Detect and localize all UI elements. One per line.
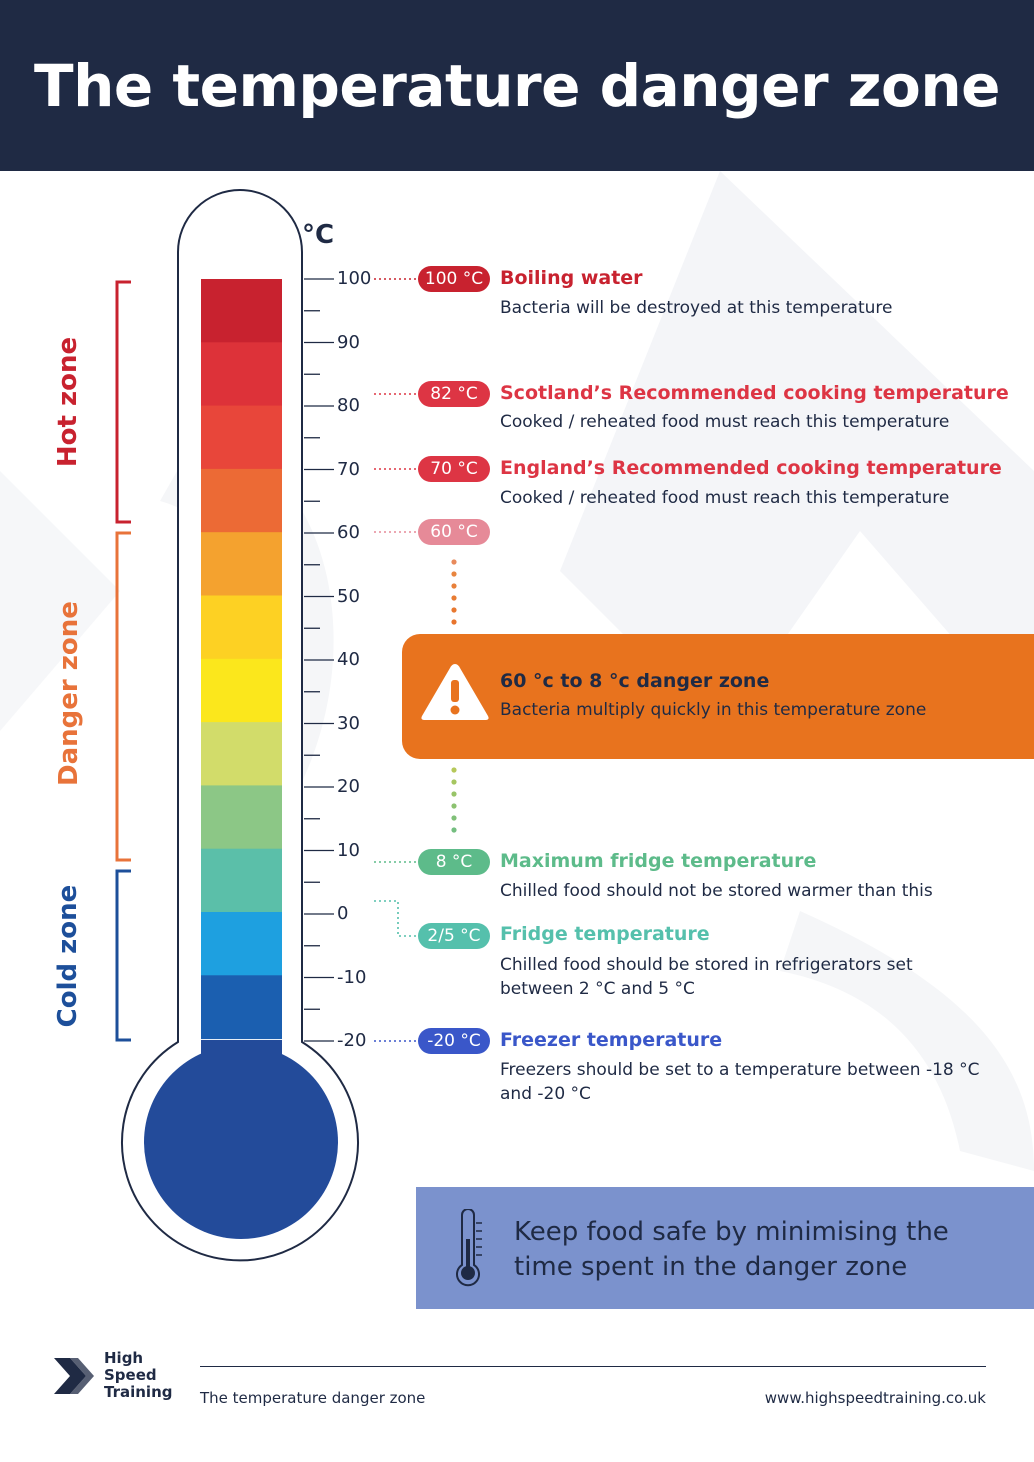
thermometer-band [201, 405, 282, 470]
pill-82: 82 °C [418, 381, 490, 407]
danger-zone-desc: Bacteria multiply quickly in this temper… [500, 700, 927, 720]
thermometer-band [201, 532, 282, 596]
unit-label: °C [302, 220, 335, 250]
thermometer-band [201, 658, 282, 723]
tick-label: 100 [337, 268, 372, 289]
pill-100: 100 °C [418, 266, 490, 292]
footer-title: The temperature danger zone [200, 1389, 426, 1407]
warning-icon [421, 664, 489, 720]
page-header: The temperature danger zone [0, 0, 1034, 171]
tick-label: 10 [337, 839, 360, 861]
thermometer-band [201, 468, 282, 533]
footer-divider [200, 1366, 986, 1367]
thermometer-band [201, 975, 282, 1040]
annotation-desc-max-fridge: Chilled food should not be stored warmer… [500, 881, 933, 901]
annotation-desc-boiling: Bacteria will be destroyed at this tempe… [500, 298, 893, 318]
tick-label: 50 [337, 585, 360, 607]
thermometer-band [201, 722, 282, 786]
annotation-title-freezer: Freezer temperature [500, 1029, 723, 1051]
thermometer-stem [201, 1040, 282, 1060]
thermometer-icon [456, 1209, 482, 1287]
annotation-title-fridge: Fridge temperature [500, 923, 710, 945]
tick-label: 40 [337, 649, 360, 670]
pill-minus-20: -20 °C [418, 1028, 490, 1054]
thermometer [115, 189, 457, 1262]
annotation-title-england: England’s Recommended cooking temperatur… [500, 457, 1002, 479]
annotation-desc-scotland: Cooked / reheated food must reach this t… [500, 412, 950, 432]
danger-zone-box: 60 °c to 8 °c danger zone Bacteria multi… [402, 634, 1034, 759]
annotation-desc-england: Cooked / reheated food must reach this t… [500, 488, 950, 508]
page-title: The temperature danger zone [34, 51, 1000, 120]
danger-zone-bracket [115, 531, 131, 862]
thermometer-band [201, 595, 282, 660]
tick-label: 20 [337, 776, 360, 797]
thermometer-band [201, 785, 282, 850]
tip-box: Keep food safe by minimising the time sp… [416, 1187, 1034, 1309]
company-logo: High Speed Training [48, 1348, 188, 1408]
annotation-desc-fridge: Chilled food should be stored in refrige… [500, 955, 913, 999]
cold-zone-bracket [115, 869, 131, 1042]
logo-mark-icon [54, 1358, 94, 1394]
hot-zone-label: Hot zone [53, 336, 83, 468]
tick-label: 30 [337, 712, 360, 734]
thermometer-band [201, 848, 282, 913]
tick-label: 70 [337, 458, 360, 480]
tick-label: -10 [337, 966, 367, 988]
danger-zone-title: 60 °c to 8 °c danger zone [500, 670, 770, 692]
tip-text: Keep food safe by minimising the time sp… [514, 1217, 949, 1282]
pill-70: 70 °C [418, 456, 490, 482]
tick-label: 0 [337, 903, 349, 924]
hot-zone-bracket [115, 280, 131, 524]
cold-zone-label: Cold zone [53, 884, 83, 1028]
annotation-title-scotland: Scotland’s Recommended cooking temperatu… [500, 382, 1009, 404]
thermometer-band [201, 279, 282, 343]
tick-label: -20 [337, 1030, 367, 1051]
danger-zone-label: Danger zone [54, 601, 84, 786]
thermometer-band [201, 342, 282, 407]
tick-label: 60 [337, 522, 360, 543]
tick-label: 90 [337, 331, 360, 353]
pill-60: 60 °C [418, 519, 490, 545]
annotation-title-max-fridge: Maximum fridge temperature [500, 850, 817, 872]
pill-8: 8 °C [418, 849, 490, 875]
thermometer-band [201, 912, 282, 976]
annotation-desc-freezer: Freezers should be set to a temperature … [500, 1060, 980, 1104]
annotation-title-boiling: Boiling water [500, 267, 643, 289]
thermometer-bulb [144, 1045, 338, 1239]
footer-url[interactable]: www.highspeedtraining.co.uk [764, 1389, 986, 1407]
pill-2-5: 2/5 °C [418, 923, 490, 949]
tick-label: 80 [337, 395, 360, 416]
logo-text: High Speed Training [104, 1349, 173, 1401]
connector-2-5 [374, 900, 418, 937]
